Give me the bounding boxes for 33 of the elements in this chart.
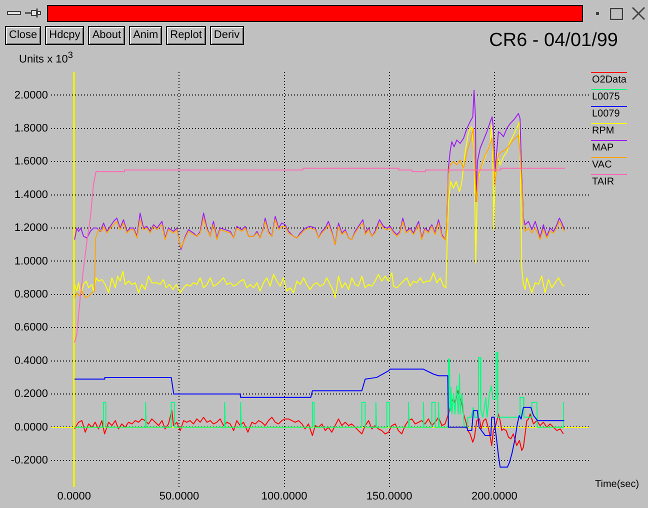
legend-label: MAP (592, 142, 614, 154)
legend-label: VAC (592, 159, 612, 170)
y-tick-label: 1.6000 (14, 156, 48, 168)
legend-label: L0075 (592, 91, 620, 102)
x-tick-label: 50.0000 (159, 490, 200, 503)
y-tick-label: 1.2000 (14, 222, 48, 234)
y-tick-label: 0.6000 (14, 322, 48, 334)
y-tick-label: 0.4000 (14, 354, 48, 367)
y-tick-label: -0.2000 (10, 454, 48, 466)
toolbar-button: Replot (166, 26, 206, 45)
y-tick-label: 1.4000 (14, 188, 48, 201)
legend-label: O2Data (592, 74, 627, 86)
x-tick-label: 0.0000 (57, 490, 91, 503)
toolbar-button: Anim (129, 26, 162, 45)
y-tick-label: 0.0000 (14, 421, 48, 434)
x-tick-label: 200.0000 (471, 490, 518, 503)
y-tick-label: 2.0000 (14, 89, 48, 102)
legend-label: TAIR (592, 176, 614, 188)
toolbar-button: Hdcpy (45, 26, 84, 45)
toolbar-button: About (88, 26, 126, 45)
x-tick-label: 100.0000 (261, 490, 308, 503)
toolbar-button: Close (5, 26, 42, 45)
y-tick-label: 1.8000 (14, 122, 48, 134)
legend-label: L0079 (592, 108, 620, 120)
toolbar-button: Deriv (210, 26, 244, 45)
legend-label: RPM (592, 125, 614, 136)
y-tick-label: 1.0000 (14, 255, 48, 268)
y-tick-label: 0.2000 (14, 388, 48, 400)
x-axis-title: Time(sec) (595, 478, 640, 491)
y-axis-title: Units x 10$^{3}$ (19, 49, 74, 67)
x-tick-label: 150.0000 (366, 490, 412, 503)
y-tick-label: 0.8000 (14, 288, 48, 300)
chart-title: CR6 - 04/01/99 (489, 29, 618, 53)
